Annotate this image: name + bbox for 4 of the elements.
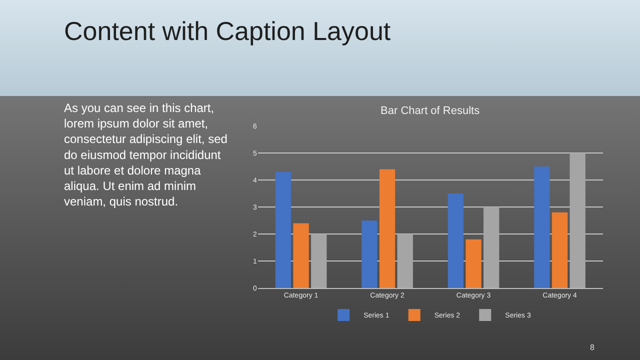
text: 8 [590, 343, 595, 352]
text: As you can see in this chart, lorem ipsum dolor sit amet, consectetur adipiscing elit, sed do eiusmod tempor incididunt ut labore et dolore magna aliqua. Ut enim ad minim veniam, quis nostrud. [64, 101, 228, 209]
text: Content with Caption Layout [64, 16, 392, 46]
chart-title: Bar Chart of Results [380, 105, 480, 118]
